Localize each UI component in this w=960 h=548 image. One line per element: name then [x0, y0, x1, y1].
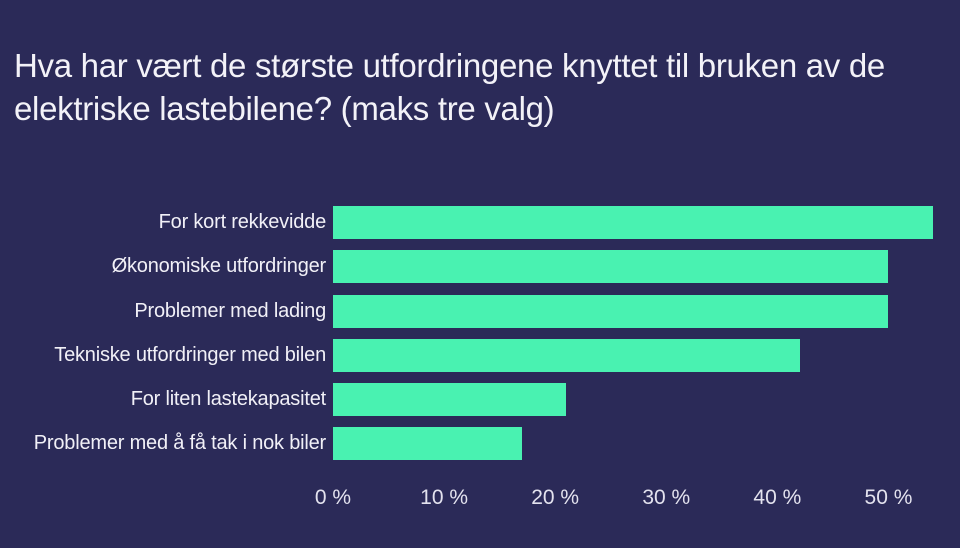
x-axis-tick: 50 %	[864, 486, 913, 510]
chart-row: Økonomiske utfordringer	[0, 250, 944, 284]
bar-track	[333, 250, 944, 284]
x-axis-tick: 40 %	[753, 486, 802, 510]
bar	[333, 206, 933, 239]
x-axis-tick: 30 %	[642, 486, 691, 510]
x-axis-tick: 20 %	[531, 486, 580, 510]
bar	[333, 250, 889, 284]
bar	[333, 338, 800, 372]
bar	[333, 427, 522, 461]
bar-track	[333, 427, 944, 461]
bar-track	[333, 206, 944, 239]
bar-track	[333, 294, 944, 328]
bar	[333, 383, 567, 417]
bar-label: Problemer med å få tak i nok biler	[33, 432, 326, 455]
bar-track	[333, 338, 944, 372]
bar-label: Økonomiske utfordringer	[111, 255, 327, 278]
bar-track	[333, 383, 944, 417]
chart-title: Hva har vært de største utfordringene kn…	[14, 47, 885, 127]
x-axis-tick: 10 %	[420, 486, 469, 510]
x-axis-tick: 0 %	[314, 486, 352, 510]
bar-label: For liten lastekapasitet	[130, 388, 327, 411]
chart-rows: For kort rekkevidde Økonomiske utfordring…	[0, 206, 944, 461]
bar-label: Tekniske utfordringer med bilen	[54, 343, 326, 366]
bar-label: For kort rekkevidde	[158, 211, 327, 233]
chart-row: Tekniske utfordringer med bilen	[0, 338, 944, 372]
bar-chart: For kort rekkevidde Økonomiske utfordring…	[0, 206, 944, 512]
bar	[333, 294, 889, 328]
bar-label: Problemer med lading	[134, 299, 326, 322]
chart-row: Problemer med å få tak i nok biler	[0, 427, 944, 461]
x-axis: 0 % 10 % 20 % 30 % 40 % 50 %	[315, 486, 944, 512]
chart-row: For kort rekkevidde	[0, 206, 944, 239]
chart-row: For liten lastekapasitet	[0, 383, 944, 417]
chart-row: Problemer med lading	[0, 294, 944, 328]
